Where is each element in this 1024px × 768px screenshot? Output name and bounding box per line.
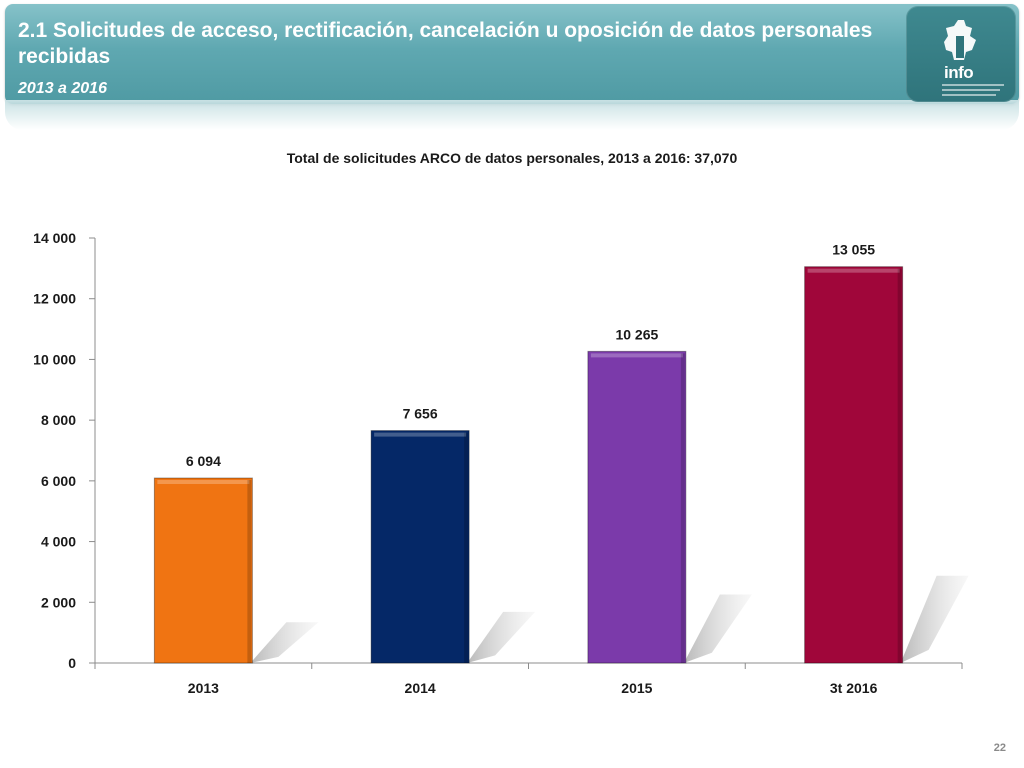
y-tick-label: 12 000 <box>33 291 76 307</box>
y-tick-label: 2 000 <box>41 594 76 610</box>
x-tick-label: 2013 <box>188 680 219 696</box>
bar-highlight <box>807 268 900 273</box>
bar-shadow <box>467 611 536 663</box>
bar-highlight <box>590 353 683 358</box>
bar-edge-shade <box>680 353 685 663</box>
bar-highlight <box>157 480 250 485</box>
logo-fine-line <box>942 94 996 96</box>
y-tick-label: 14 000 <box>33 230 76 246</box>
bar-shadow <box>683 594 752 663</box>
bar <box>587 350 687 664</box>
bar <box>370 430 470 664</box>
y-tick-label: 6 000 <box>41 473 76 489</box>
monument-icon <box>944 20 976 60</box>
bar-edge-shade <box>464 432 469 663</box>
page-subtitle: 2013 a 2016 <box>18 80 107 97</box>
x-tick-label: 2015 <box>621 680 652 696</box>
data-label: 10 265 <box>615 326 658 342</box>
bar-highlight <box>374 432 467 437</box>
header-banner <box>5 4 1019 104</box>
x-tick-label: 2014 <box>405 680 436 696</box>
bar-edge-shade <box>897 268 902 663</box>
data-label: 7 656 <box>403 406 438 422</box>
header-fade <box>5 100 1019 130</box>
info-logo: info <box>906 6 1016 102</box>
x-tick-label: 3t 2016 <box>830 680 878 696</box>
bar-shadow <box>900 575 969 663</box>
chart-title: Total de solicitudes ARCO de datos perso… <box>286 150 738 166</box>
y-tick-label: 4 000 <box>41 534 76 550</box>
data-label: 6 094 <box>186 453 221 469</box>
y-tick-label: 0 <box>68 655 76 671</box>
page-title: 2.1 Solicitudes de acceso, rectificación… <box>18 19 873 68</box>
bar-shadow <box>250 622 319 663</box>
logo-fine-line <box>942 84 1004 86</box>
logo-fine-line <box>942 89 1000 91</box>
page-number: 22 <box>993 742 1006 754</box>
data-label: 13 055 <box>832 242 875 258</box>
y-tick-label: 8 000 <box>41 412 76 428</box>
bar <box>804 266 904 664</box>
bar <box>153 477 253 664</box>
y-tick-label: 10 000 <box>33 351 76 367</box>
bar-edge-shade <box>247 480 252 663</box>
logo-text: info <box>944 63 974 82</box>
